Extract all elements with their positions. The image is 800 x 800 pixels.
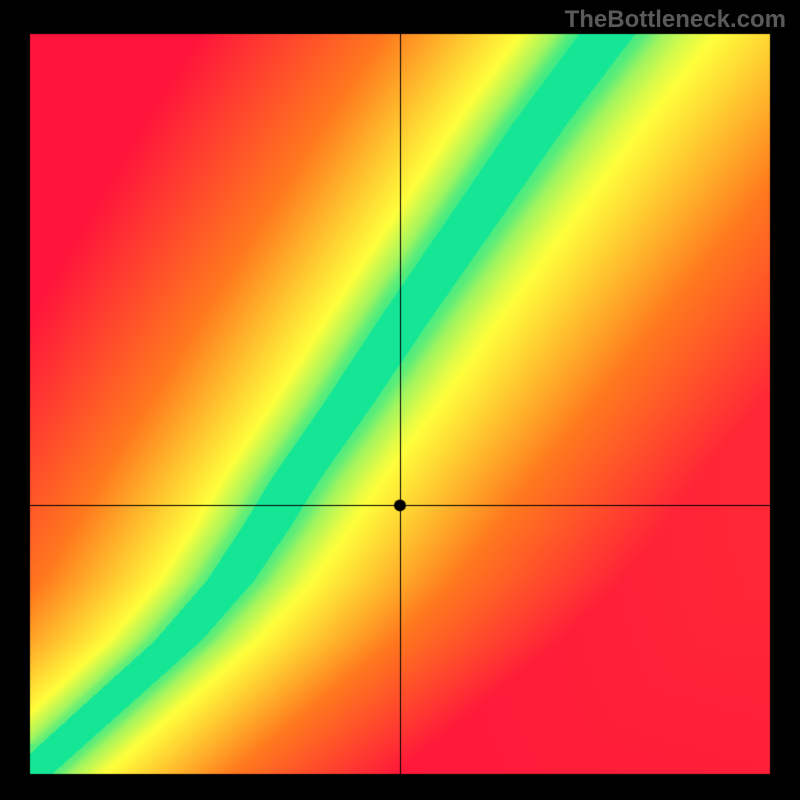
watermark-text: TheBottleneck.com bbox=[565, 6, 786, 34]
